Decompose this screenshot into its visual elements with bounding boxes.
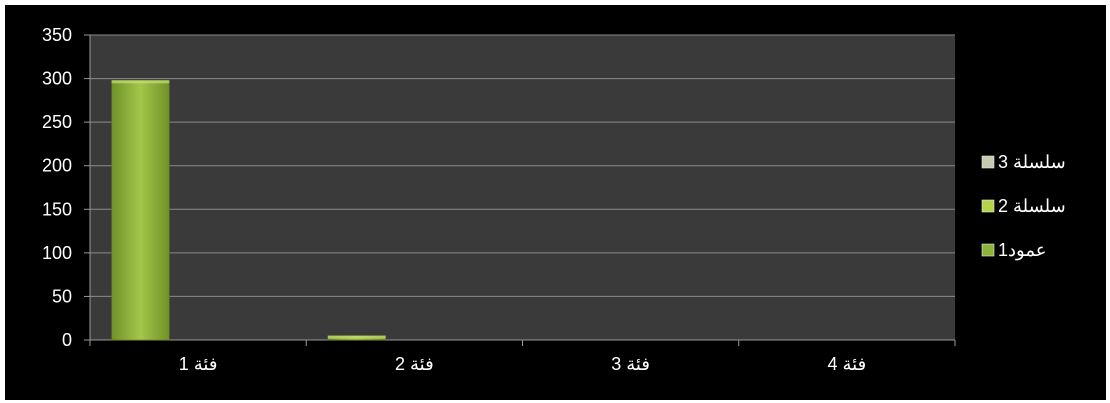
y-tick-label: 250 [42,112,72,132]
x-tick-label: فئة 2 [395,354,434,374]
y-axis: 0 50 100 150 200 250 300 350 [42,25,91,350]
legend-label: عمود1 [998,240,1046,261]
y-tick-label: 100 [42,243,72,263]
bar-highlight [327,335,386,339]
chart-container: 0 50 100 150 200 250 300 350 فئة 1 فئة 2 فئة 3 فئة… [5,5,1106,400]
legend-swatch [981,243,995,257]
y-tick-label: 300 [42,69,72,89]
bar [111,80,170,341]
bar-highlight [111,80,170,84]
x-tick-label: فئة 1 [179,354,218,374]
legend-label: سلسلة 2 [998,196,1066,216]
y-tick-label: 200 [42,156,72,176]
y-tick-label: 50 [52,286,72,306]
plot-area [90,35,955,340]
gridlines [90,34,955,297]
legend: سلسلة 3 سلسلة 2 عمود1 [981,152,1066,261]
x-tick-label: فئة 3 [611,354,650,374]
x-axis: فئة 1 فئة 2 فئة 3 فئة 4 [89,339,956,374]
legend-label: سلسلة 3 [998,152,1066,172]
bars [111,80,386,341]
y-tick-label: 0 [62,330,72,350]
y-tick-label: 150 [42,199,72,219]
x-tick-label: فئة 4 [828,354,867,374]
legend-swatch [981,155,995,169]
legend-swatch [981,199,995,213]
y-tick-label: 350 [42,25,72,45]
